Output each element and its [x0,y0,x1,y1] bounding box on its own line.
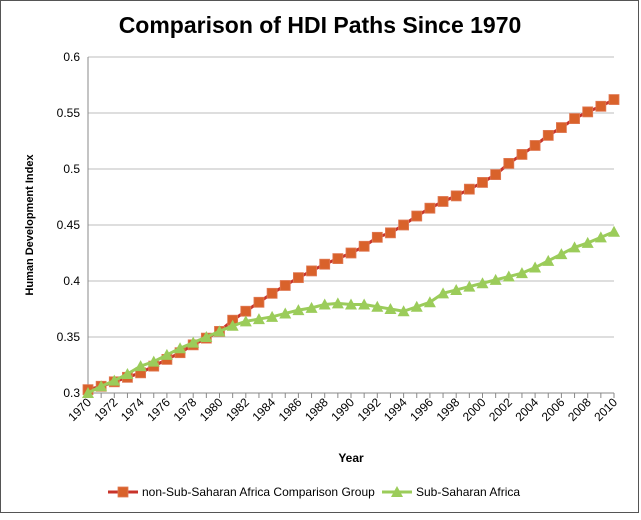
data-point-square [582,106,594,118]
data-point-triangle [581,236,594,248]
y-tick-label: 0.55 [57,106,81,120]
data-point-square [345,247,357,259]
data-point-triangle [568,241,581,253]
data-point-square [556,122,567,133]
y-tick-label: 0.35 [57,330,81,344]
data-point-triangle [391,486,403,497]
y-tick-label: 0.5 [63,162,80,176]
data-point-square [385,227,396,239]
data-point-triangle [305,301,318,313]
data-point-square [398,219,410,231]
data-point-triangle [608,225,620,237]
data-point-square [608,94,620,105]
data-point-triangle [489,273,502,285]
data-point-square [437,196,449,207]
data-point-triangle [463,280,476,292]
data-point-square [529,140,541,151]
data-point-triangle [437,287,450,299]
data-point-triangle [187,336,200,348]
data-point-triangle [226,319,239,331]
data-point-triangle [95,380,108,392]
series-ssa [82,225,620,398]
data-point-triangle [423,296,436,308]
data-point-square [266,287,278,299]
data-point-triangle [266,310,279,322]
data-point-square [358,240,370,252]
data-point-triangle [384,303,397,314]
data-point-triangle [515,267,528,279]
data-point-square [117,486,129,498]
data-point-square [411,210,423,222]
data-point-square [569,113,580,124]
data-point-square [595,100,607,112]
data-point-triangle [200,331,213,342]
data-point-square [542,129,554,141]
data-point-triangle [476,277,489,289]
data-point-triangle [529,261,542,273]
data-point-square [503,157,515,169]
y-tick-label: 0.6 [63,50,80,64]
data-point-square [490,169,502,181]
data-point-triangle [147,355,160,367]
y-tick-label: 0.3 [63,386,80,400]
data-point-square [332,253,344,265]
data-point-square [477,177,488,188]
data-point-triangle [371,300,384,312]
data-point-triangle [160,348,173,360]
data-point-triangle [318,298,331,310]
data-point-triangle [502,270,515,282]
data-point-square [371,231,383,243]
data-point-triangle [82,387,94,398]
data-point-triangle [239,315,252,327]
data-point-square [306,265,317,277]
data-point-square [450,190,462,202]
data-point-triangle [594,231,607,243]
y-axis-label: Human Development Index [24,154,36,296]
data-point-triangle [134,360,147,372]
data-point-triangle [555,248,568,260]
chart-title: Comparison of HDI Paths Since 1970 [119,12,522,38]
data-point-triangle [252,313,265,325]
data-point-triangle [397,305,410,317]
data-point-triangle [331,297,344,309]
x-axis-label: Year [338,451,364,465]
data-point-square [279,280,291,291]
data-point-square [253,296,265,308]
legend: non-Sub-Saharan Africa Comparison Group S… [108,485,520,499]
data-point-triangle [450,283,463,295]
data-point-triangle [174,342,187,354]
data-point-triangle [213,325,226,337]
y-tick-label: 0.4 [63,274,80,288]
data-point-triangle [542,254,555,266]
y-tick-label: 0.45 [57,218,81,232]
data-point-square [240,305,252,317]
data-point-triangle [279,307,292,319]
data-point-square [292,272,304,284]
legend-label: Sub-Saharan Africa [416,485,520,499]
data-point-triangle [410,300,423,312]
data-point-triangle [121,367,134,379]
data-point-triangle [345,298,357,310]
data-point-square [424,202,436,214]
data-point-square [463,183,475,195]
data-point-triangle [292,304,305,316]
data-point-square [516,149,528,160]
data-point-square [319,258,331,270]
data-point-triangle [358,298,371,310]
data-point-triangle [108,374,121,386]
legend-label: non-Sub-Saharan Africa Comparison Group [142,485,375,499]
